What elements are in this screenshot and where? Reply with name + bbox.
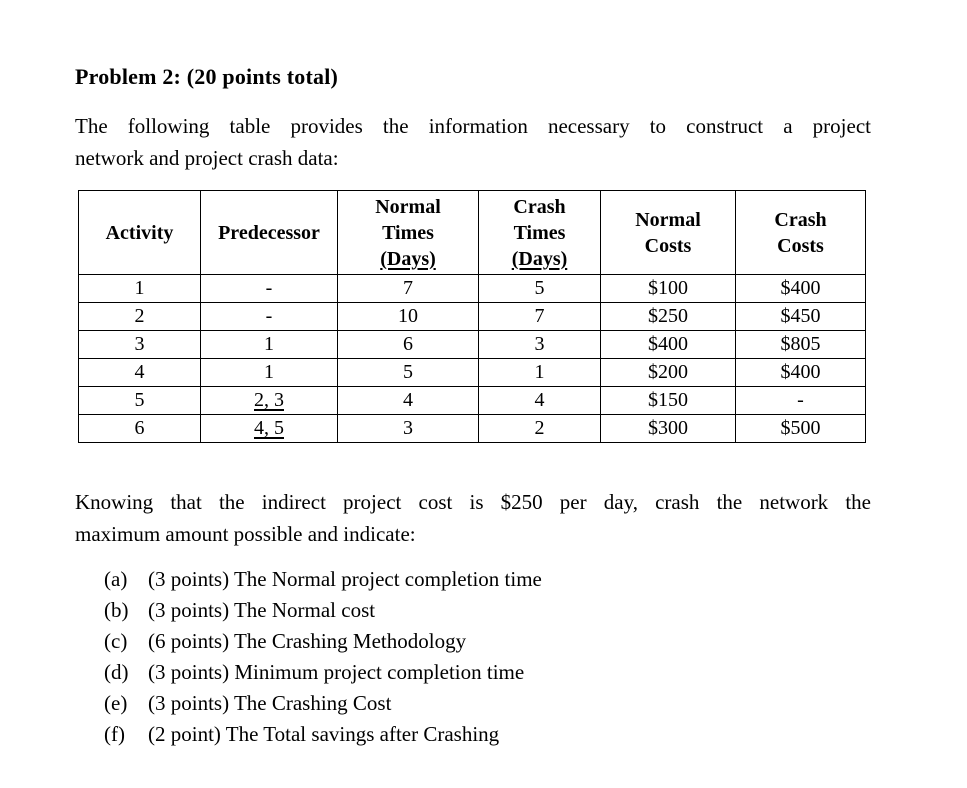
intro-line-1: The following table provides the informa… bbox=[75, 114, 871, 138]
table-cell: $450 bbox=[735, 302, 866, 331]
table-row: 5 2, 3 4 4 $150 - bbox=[78, 386, 866, 415]
intro-line-2: network and project crash data: bbox=[75, 146, 339, 170]
list-item-marker: (e) bbox=[104, 691, 128, 715]
table-cell: 2 bbox=[478, 414, 601, 443]
header-label: Predecessor bbox=[218, 221, 320, 244]
col-header-crash-times: Crash Times (Days) bbox=[478, 190, 601, 275]
list-item: (f) (2 point) The Total savings after Cra… bbox=[104, 719, 542, 750]
crash-data-table: Activity Predecessor Normal Times (Days)… bbox=[78, 190, 866, 443]
header-label: Activity bbox=[105, 221, 174, 244]
list-item: (d) (3 points) Minimum project completion… bbox=[104, 657, 542, 688]
col-header-crash-costs: Crash Costs bbox=[735, 190, 866, 275]
header-label: Costs bbox=[777, 234, 824, 257]
header-label: Times bbox=[382, 221, 434, 244]
page-title: Problem 2: (20 points total) bbox=[75, 64, 339, 89]
header-label: (Days) bbox=[380, 247, 436, 270]
table-cell: $300 bbox=[600, 414, 736, 443]
table-header-row: Activity Predecessor Normal Times (Days)… bbox=[78, 190, 866, 275]
table-cell: $200 bbox=[600, 358, 736, 387]
table-row: 6 4, 5 3 2 $300 $500 bbox=[78, 414, 866, 443]
list-item: (a) (3 points) The Normal project complet… bbox=[104, 564, 542, 595]
table-cell: 7 bbox=[337, 274, 479, 303]
table-cell: - bbox=[735, 386, 866, 415]
list-item-text: (3 points) The Normal project completion… bbox=[148, 567, 542, 591]
table-cell: 6 bbox=[337, 330, 479, 359]
list-item-text: (6 points) The Crashing Methodology bbox=[148, 629, 467, 653]
table-cell: 10 bbox=[337, 302, 479, 331]
list-item-text: (3 points) The Crashing Cost bbox=[148, 691, 392, 715]
header-label: Costs bbox=[644, 234, 692, 257]
table-cell: 1 bbox=[478, 358, 601, 387]
table-cell: 4 bbox=[78, 358, 201, 387]
table-cell: 1 bbox=[200, 330, 338, 359]
table-row: 2 - 10 7 $250 $450 bbox=[78, 302, 866, 331]
table-cell: 5 bbox=[478, 274, 601, 303]
header-label: Normal bbox=[375, 195, 441, 218]
col-header-normal-times: Normal Times (Days) bbox=[337, 190, 479, 275]
table-cell: 3 bbox=[78, 330, 201, 359]
table-cell: $150 bbox=[600, 386, 736, 415]
table-cell: 1 bbox=[200, 358, 338, 387]
list-item-text: (2 point) The Total savings after Crashi… bbox=[148, 722, 500, 746]
table-row: 4 1 5 1 $200 $400 bbox=[78, 358, 866, 387]
table-cell: 7 bbox=[478, 302, 601, 331]
table-cell: 1 bbox=[78, 274, 201, 303]
table-cell: $400 bbox=[600, 330, 736, 359]
table-cell: 3 bbox=[337, 414, 479, 443]
header-label: Normal bbox=[635, 208, 701, 231]
table-cell: 5 bbox=[78, 386, 201, 415]
list-item-text: (3 points) The Normal cost bbox=[148, 598, 376, 622]
header-label: Crash bbox=[513, 195, 566, 218]
table-cell: $805 bbox=[735, 330, 866, 359]
requirements-list: (a) (3 points) The Normal project complet… bbox=[104, 564, 542, 750]
list-item: (b) (3 points) The Normal cost bbox=[104, 595, 542, 626]
header-label: Crash bbox=[774, 208, 827, 231]
list-item-marker: (d) bbox=[104, 660, 129, 684]
table-cell: 4 bbox=[337, 386, 479, 415]
table-cell: 3 bbox=[478, 330, 601, 359]
table-cell: 4, 5 bbox=[200, 414, 338, 443]
knowing-line-2: maximum amount possible and indicate: bbox=[75, 522, 416, 546]
col-header-activity: Activity bbox=[78, 190, 201, 275]
table-cell: 2 bbox=[78, 302, 201, 331]
table-cell: - bbox=[200, 274, 338, 303]
list-item-marker: (c) bbox=[104, 629, 128, 653]
header-label: (Days) bbox=[511, 247, 568, 270]
table-row: 3 1 6 3 $400 $805 bbox=[78, 330, 866, 359]
table-cell: 6 bbox=[78, 414, 201, 443]
table-cell: $250 bbox=[600, 302, 736, 331]
intro-paragraph: The following table provides the informa… bbox=[75, 110, 871, 174]
header-label: Times bbox=[513, 221, 566, 244]
table-cell: $100 bbox=[600, 274, 736, 303]
list-item-marker: (b) bbox=[104, 598, 129, 622]
table-row: 1 - 7 5 $100 $400 bbox=[78, 274, 866, 303]
table-cell: $400 bbox=[735, 358, 866, 387]
col-header-normal-costs: Normal Costs bbox=[600, 190, 736, 275]
list-item: (c) (6 points) The Crashing Methodology bbox=[104, 626, 542, 657]
list-item-text: (3 points) Minimum project completion ti… bbox=[148, 660, 525, 684]
table-cell: 5 bbox=[337, 358, 479, 387]
list-item-marker: (f) bbox=[104, 722, 125, 746]
table-cell: $400 bbox=[735, 274, 866, 303]
table-cell: 2, 3 bbox=[200, 386, 338, 415]
knowing-paragraph: Knowing that the indirect project cost i… bbox=[75, 486, 871, 550]
table-cell: $500 bbox=[735, 414, 866, 443]
list-item-marker: (a) bbox=[104, 567, 128, 591]
col-header-predecessor: Predecessor bbox=[200, 190, 338, 275]
table-cell: - bbox=[200, 302, 338, 331]
knowing-line-1: Knowing that the indirect project cost i… bbox=[75, 490, 871, 514]
table-cell: 4 bbox=[478, 386, 601, 415]
list-item: (e) (3 points) The Crashing Cost bbox=[104, 688, 542, 719]
